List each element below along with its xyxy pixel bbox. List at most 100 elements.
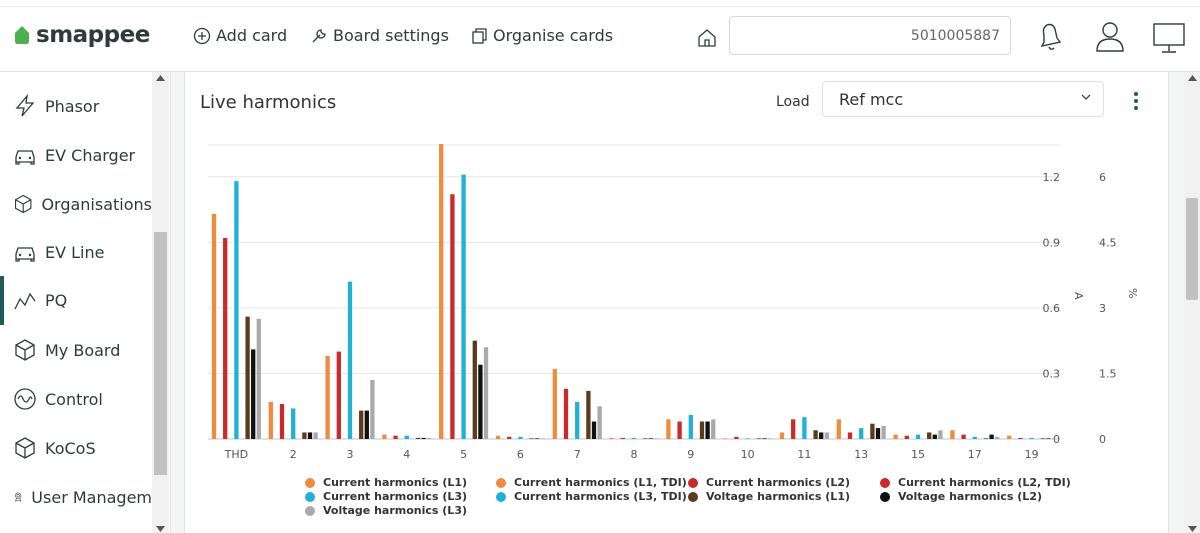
sidebar-item-ev-charger[interactable]: EV Charger — [0, 135, 152, 175]
sidebar-item-user-management[interactable]: User Managem — [0, 477, 152, 517]
bar[interactable] — [927, 432, 932, 439]
bar[interactable] — [847, 432, 853, 439]
bar[interactable] — [364, 410, 369, 439]
bar[interactable] — [575, 401, 580, 439]
bell-icon[interactable] — [1036, 20, 1066, 52]
bar[interactable] — [1040, 438, 1045, 439]
main-scrollbar-thumb[interactable] — [1186, 198, 1198, 300]
bar[interactable] — [711, 419, 716, 439]
bar[interactable] — [393, 435, 398, 439]
bar[interactable] — [313, 432, 318, 439]
sidebar-item-my-board[interactable]: My Board — [0, 330, 152, 370]
card-menu-button[interactable] — [1130, 92, 1142, 112]
bar[interactable] — [1018, 437, 1023, 439]
scroll-down-arrow-icon[interactable] — [1188, 526, 1197, 532]
legend-item[interactable]: Current harmonics (L2) — [688, 476, 850, 489]
bar[interactable] — [1046, 438, 1051, 439]
bar[interactable] — [540, 438, 545, 439]
bar[interactable] — [325, 355, 330, 439]
bar[interactable] — [370, 380, 375, 439]
bar[interactable] — [563, 388, 569, 439]
legend-item[interactable]: Current harmonics (L1, TDI) — [496, 476, 687, 489]
legend-item[interactable]: Current harmonics (L3) — [305, 490, 467, 503]
bar[interactable] — [535, 438, 540, 439]
sidebar-item-organisations[interactable]: Organisations — [0, 184, 152, 224]
bar[interactable] — [597, 406, 602, 439]
bar[interactable] — [427, 437, 432, 439]
sidebar-item-pq[interactable]: PQ — [0, 276, 152, 325]
bar[interactable] — [591, 421, 597, 439]
sidebar-item-ev-line[interactable]: EV Line — [0, 232, 152, 272]
board-settings-button[interactable]: Board settings — [310, 26, 449, 45]
sidebar-item-control[interactable]: Control — [0, 379, 152, 419]
sidebar-scrollbar-thumb[interactable] — [154, 232, 167, 475]
scroll-down-arrow-icon[interactable] — [156, 526, 165, 532]
bar[interactable] — [932, 434, 937, 439]
bar[interactable] — [307, 432, 313, 439]
bar[interactable] — [472, 340, 477, 439]
legend-item[interactable]: Voltage harmonics (L2) — [880, 490, 1042, 503]
bar[interactable] — [450, 194, 455, 439]
bar[interactable] — [507, 436, 512, 439]
legend-item[interactable]: Voltage harmonics (L1) — [688, 490, 850, 503]
bar[interactable] — [404, 435, 409, 439]
bar[interactable] — [347, 281, 353, 439]
monitor-icon[interactable] — [1152, 22, 1186, 54]
legend-item[interactable]: Current harmonics (L2, TDI) — [880, 476, 1071, 489]
user-icon[interactable] — [1094, 20, 1126, 52]
bar[interactable] — [723, 438, 728, 439]
bar[interactable] — [223, 237, 228, 439]
bar[interactable] — [1029, 437, 1034, 439]
bar[interactable] — [904, 435, 909, 439]
bar[interactable] — [824, 432, 829, 439]
bar[interactable] — [648, 438, 653, 439]
bar[interactable] — [813, 430, 818, 439]
bar[interactable] — [439, 144, 444, 439]
bar[interactable] — [211, 213, 217, 439]
bar[interactable] — [745, 438, 750, 439]
bar[interactable] — [688, 414, 693, 439]
bar[interactable] — [819, 432, 824, 439]
bar[interactable] — [859, 428, 864, 439]
bar[interactable] — [950, 430, 955, 439]
bar[interactable] — [756, 438, 761, 439]
bar[interactable] — [836, 419, 841, 439]
bar[interactable] — [382, 434, 387, 439]
bar[interactable] — [870, 423, 875, 439]
bar[interactable] — [802, 417, 807, 439]
legend-item[interactable]: Current harmonics (L1) — [305, 476, 467, 489]
bar[interactable] — [279, 404, 285, 439]
bar[interactable] — [336, 351, 341, 439]
bar[interactable] — [699, 421, 705, 439]
bar[interactable] — [961, 434, 966, 439]
bar[interactable] — [415, 437, 421, 439]
bar[interactable] — [483, 347, 489, 439]
main-scrollbar[interactable] — [1184, 72, 1200, 533]
bar[interactable] — [552, 369, 557, 439]
legend-item[interactable]: Voltage harmonics (L3) — [305, 504, 467, 517]
bar[interactable] — [1007, 435, 1012, 439]
bar[interactable] — [972, 436, 977, 439]
serial-search-input[interactable] — [729, 16, 1011, 55]
bar[interactable] — [983, 438, 989, 439]
bar[interactable] — [705, 421, 710, 439]
home-icon[interactable] — [696, 28, 718, 48]
bar[interactable] — [495, 435, 501, 439]
scroll-up-arrow-icon[interactable] — [156, 75, 165, 81]
bar[interactable] — [734, 436, 739, 439]
bar[interactable] — [518, 436, 523, 439]
bar[interactable] — [995, 436, 1000, 439]
scroll-up-arrow-icon[interactable] — [1188, 75, 1197, 81]
bar[interactable] — [620, 437, 625, 439]
bar[interactable] — [666, 419, 671, 439]
bar[interactable] — [478, 364, 483, 439]
bar[interactable] — [915, 434, 921, 439]
bar[interactable] — [291, 408, 296, 439]
bar[interactable] — [609, 437, 614, 439]
bar[interactable] — [586, 390, 591, 439]
bar[interactable] — [989, 434, 994, 439]
bar[interactable] — [359, 410, 364, 439]
legend-item[interactable]: Current harmonics (L3, TDI) — [496, 490, 687, 503]
bar[interactable] — [461, 174, 466, 439]
bar[interactable] — [893, 434, 898, 439]
